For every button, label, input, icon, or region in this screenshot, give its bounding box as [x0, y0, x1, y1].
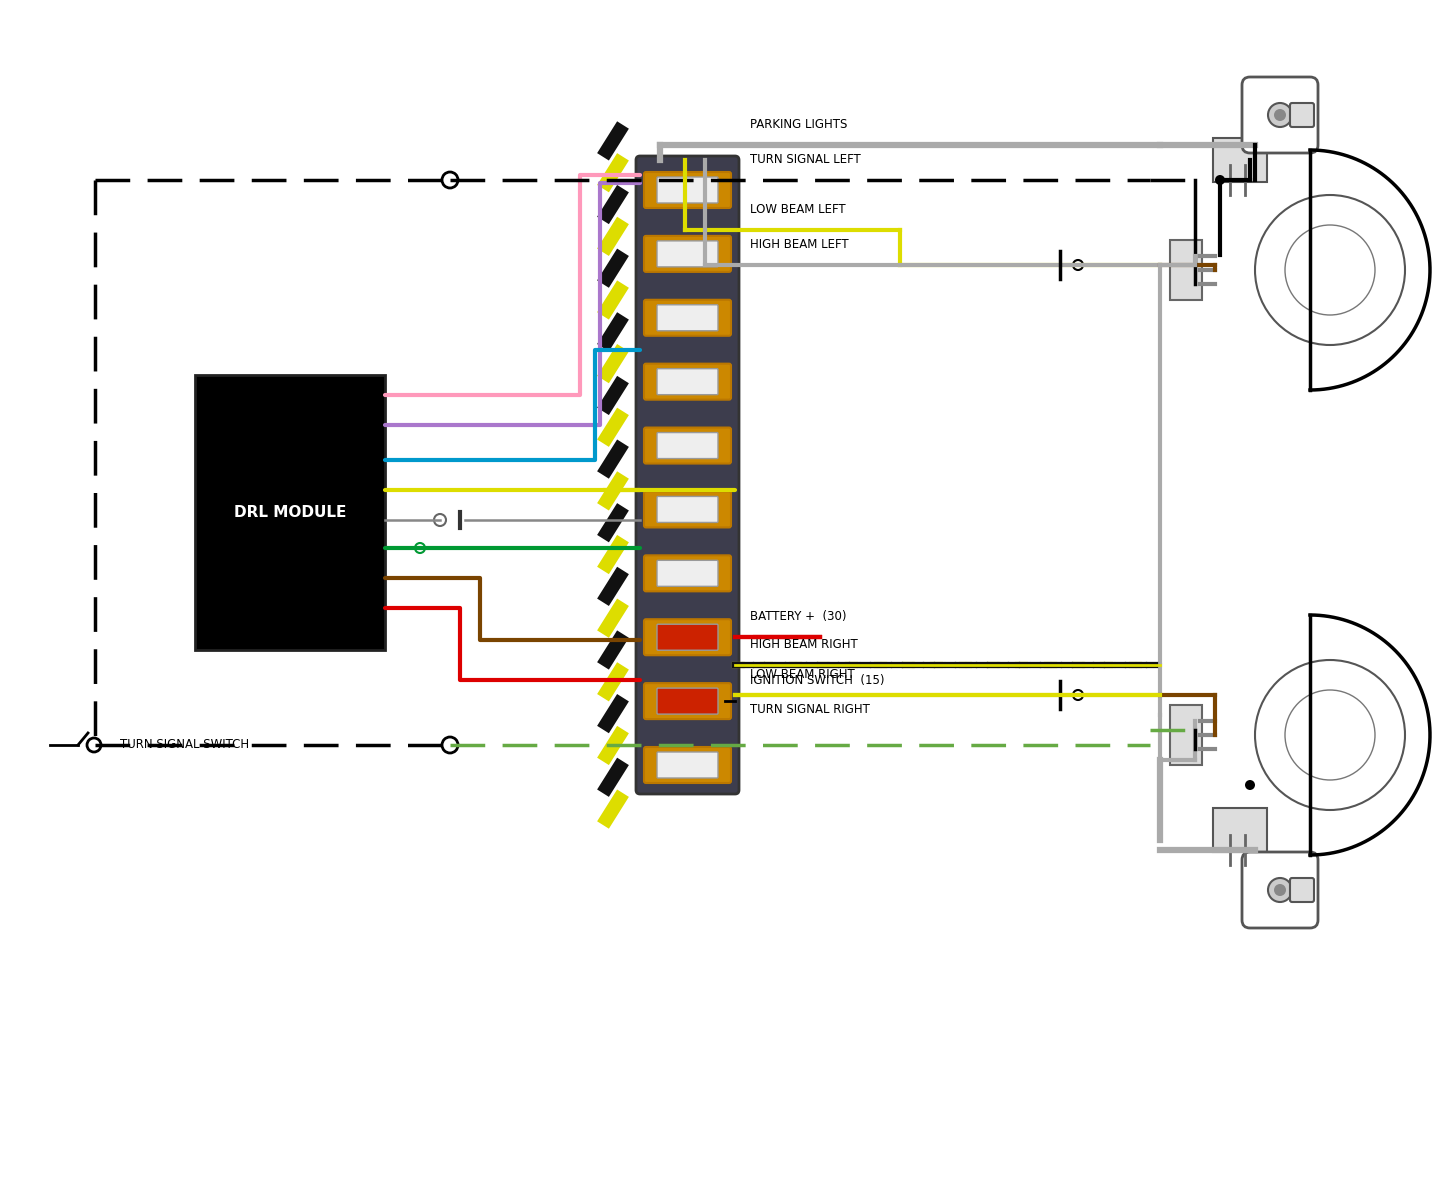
Text: LOW BEAM RIGHT: LOW BEAM RIGHT	[750, 668, 855, 680]
FancyBboxPatch shape	[656, 305, 719, 331]
FancyBboxPatch shape	[656, 241, 719, 266]
Text: HIGH BEAM LEFT: HIGH BEAM LEFT	[750, 238, 849, 251]
FancyBboxPatch shape	[643, 619, 732, 655]
Text: DRL MODULE: DRL MODULE	[234, 505, 346, 520]
FancyBboxPatch shape	[1213, 808, 1267, 852]
FancyBboxPatch shape	[643, 364, 732, 400]
Text: TURN SIGNAL LEFT: TURN SIGNAL LEFT	[750, 152, 860, 166]
FancyBboxPatch shape	[1242, 77, 1317, 152]
FancyBboxPatch shape	[643, 683, 732, 719]
Circle shape	[1268, 878, 1291, 902]
Circle shape	[442, 172, 458, 188]
Circle shape	[1274, 109, 1285, 121]
FancyBboxPatch shape	[643, 556, 732, 592]
Text: PARKING LIGHTS: PARKING LIGHTS	[750, 118, 847, 131]
Text: BATTERY +  (30): BATTERY + (30)	[750, 611, 846, 623]
FancyBboxPatch shape	[656, 688, 719, 714]
Text: IGNITION SWITCH  (15): IGNITION SWITCH (15)	[750, 674, 885, 688]
FancyBboxPatch shape	[643, 492, 732, 528]
FancyBboxPatch shape	[1170, 240, 1202, 300]
Bar	[195, 374, 385, 650]
Circle shape	[415, 542, 425, 553]
FancyBboxPatch shape	[1242, 852, 1317, 928]
FancyBboxPatch shape	[656, 624, 719, 650]
Circle shape	[1073, 260, 1083, 270]
FancyBboxPatch shape	[656, 752, 719, 778]
FancyBboxPatch shape	[656, 432, 719, 458]
FancyBboxPatch shape	[643, 300, 732, 336]
FancyBboxPatch shape	[656, 560, 719, 587]
FancyBboxPatch shape	[643, 236, 732, 272]
FancyBboxPatch shape	[1290, 878, 1314, 902]
Text: LOW BEAM LEFT: LOW BEAM LEFT	[750, 203, 846, 216]
Text: TURN SIGNAL RIGHT: TURN SIGNAL RIGHT	[750, 703, 870, 716]
FancyBboxPatch shape	[643, 746, 732, 782]
FancyBboxPatch shape	[643, 172, 732, 208]
FancyBboxPatch shape	[656, 176, 719, 203]
FancyBboxPatch shape	[656, 497, 719, 522]
FancyBboxPatch shape	[643, 427, 732, 463]
FancyBboxPatch shape	[1290, 103, 1314, 127]
Circle shape	[442, 737, 458, 754]
FancyBboxPatch shape	[1170, 704, 1202, 766]
Circle shape	[1245, 780, 1255, 790]
Circle shape	[1274, 884, 1285, 896]
Circle shape	[1268, 103, 1291, 127]
Circle shape	[434, 514, 445, 526]
FancyBboxPatch shape	[1213, 138, 1267, 182]
Text: TURN SIGNAL SWITCH: TURN SIGNAL SWITCH	[120, 738, 249, 751]
Circle shape	[1073, 690, 1083, 700]
Circle shape	[1215, 175, 1225, 185]
FancyBboxPatch shape	[636, 156, 739, 794]
Text: HIGH BEAM RIGHT: HIGH BEAM RIGHT	[750, 638, 857, 650]
FancyBboxPatch shape	[656, 368, 719, 395]
